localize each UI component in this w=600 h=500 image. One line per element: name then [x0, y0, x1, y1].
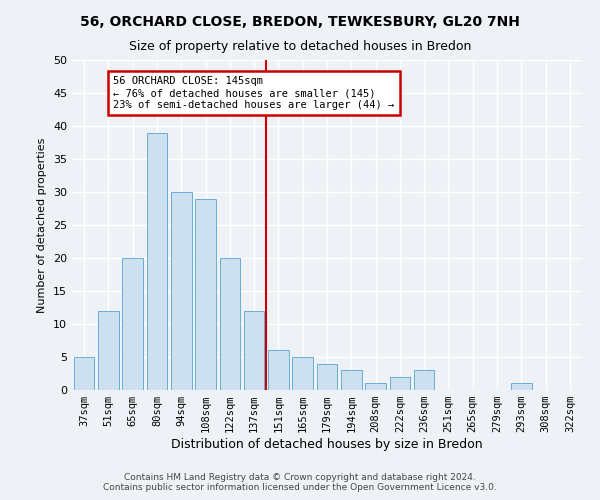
Bar — [292, 357, 313, 390]
Bar — [365, 384, 386, 390]
Bar — [317, 364, 337, 390]
Bar — [98, 311, 119, 390]
X-axis label: Distribution of detached houses by size in Bredon: Distribution of detached houses by size … — [171, 438, 483, 451]
Text: Size of property relative to detached houses in Bredon: Size of property relative to detached ho… — [129, 40, 471, 53]
Bar — [341, 370, 362, 390]
Bar — [220, 258, 240, 390]
Bar — [74, 357, 94, 390]
Text: Contains HM Land Registry data © Crown copyright and database right 2024.
Contai: Contains HM Land Registry data © Crown c… — [103, 473, 497, 492]
Bar — [268, 350, 289, 390]
Bar — [146, 132, 167, 390]
Bar — [414, 370, 434, 390]
Bar — [511, 384, 532, 390]
Bar — [195, 198, 216, 390]
Y-axis label: Number of detached properties: Number of detached properties — [37, 138, 47, 312]
Bar — [171, 192, 191, 390]
Bar — [122, 258, 143, 390]
Text: 56, ORCHARD CLOSE, BREDON, TEWKESBURY, GL20 7NH: 56, ORCHARD CLOSE, BREDON, TEWKESBURY, G… — [80, 15, 520, 29]
Text: 56 ORCHARD CLOSE: 145sqm
← 76% of detached houses are smaller (145)
23% of semi-: 56 ORCHARD CLOSE: 145sqm ← 76% of detach… — [113, 76, 395, 110]
Bar — [244, 311, 265, 390]
Bar — [389, 377, 410, 390]
